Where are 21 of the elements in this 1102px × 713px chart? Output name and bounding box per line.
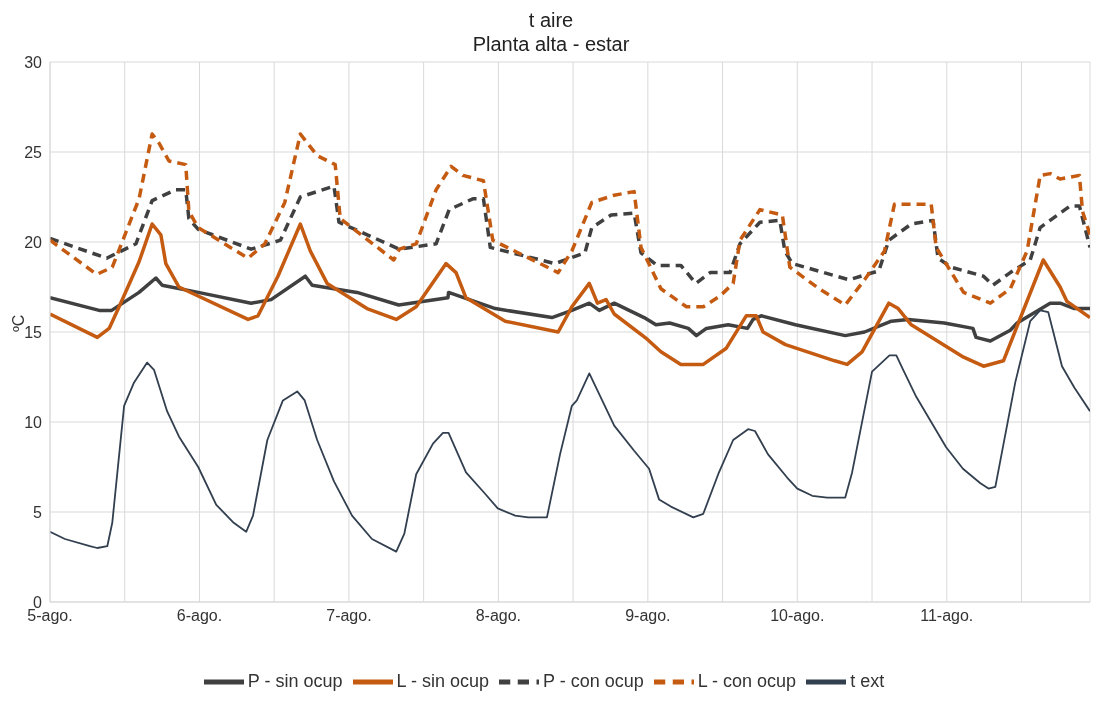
- y-tick-label: 20: [24, 233, 43, 251]
- y-tick-label: 25: [24, 143, 43, 161]
- y-tick-label: 10: [24, 413, 43, 431]
- legend-label: L - sin ocup: [396, 670, 489, 691]
- chart-title: t aire: [527, 8, 575, 32]
- y-tick-label: 30: [24, 53, 43, 71]
- y-tick-label: 15: [24, 323, 43, 341]
- legend-label: t ext: [850, 670, 885, 691]
- y-tick-label: 5: [33, 503, 43, 521]
- x-tick-label: 6-ago.: [176, 607, 223, 625]
- legend-label: P - sin ocup: [247, 670, 343, 691]
- x-tick-label: 9-ago.: [625, 607, 671, 625]
- legend-label: L - con ocup: [697, 670, 797, 691]
- x-tick-label: 10-ago.: [770, 607, 825, 625]
- y-axis-title: ºC: [9, 314, 27, 332]
- x-tick-label: 7-ago.: [326, 607, 372, 625]
- legend-label: P - con ocup: [542, 670, 644, 691]
- chart-subtitle: Planta alta - estar: [472, 33, 630, 55]
- x-tick-label: 5-ago.: [27, 607, 73, 625]
- x-tick-label: 11-ago.: [920, 607, 974, 625]
- x-tick-label: 8-ago.: [475, 607, 522, 625]
